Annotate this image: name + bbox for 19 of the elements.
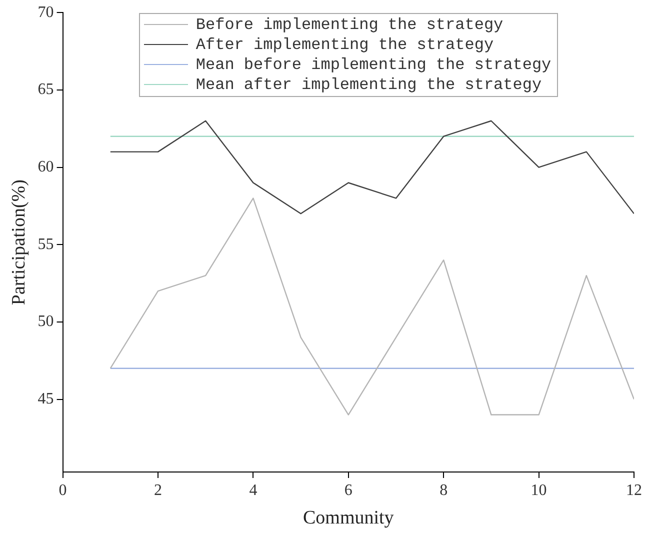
x-tick-label: 12 [626,482,642,499]
x-tick-label: 6 [344,482,352,499]
y-tick-label: 45 [38,390,54,408]
y-axis-title: Participation(%) [8,180,30,306]
x-tick-label: 4 [249,482,258,499]
x-tick-label: 0 [58,482,67,499]
x-tick-label: 8 [440,482,448,499]
x-tick-label: 2 [154,482,162,499]
y-tick-label: 60 [38,158,54,176]
y-tick-label: 70 [38,4,54,21]
legend-label: Mean before implementing the strategy [196,54,552,75]
y-tick-label: 65 [38,81,54,98]
y-tick-label: 55 [38,236,54,253]
x-axis-title: Community [303,508,394,529]
y-tick-label: 50 [38,313,54,330]
legend-label: Before implementing the strategy [196,14,504,35]
x-tick-label: 10 [530,482,547,499]
legend-label: After implementing the strategy [196,34,494,55]
legend-label: Mean after implementing the strategy [196,74,542,95]
